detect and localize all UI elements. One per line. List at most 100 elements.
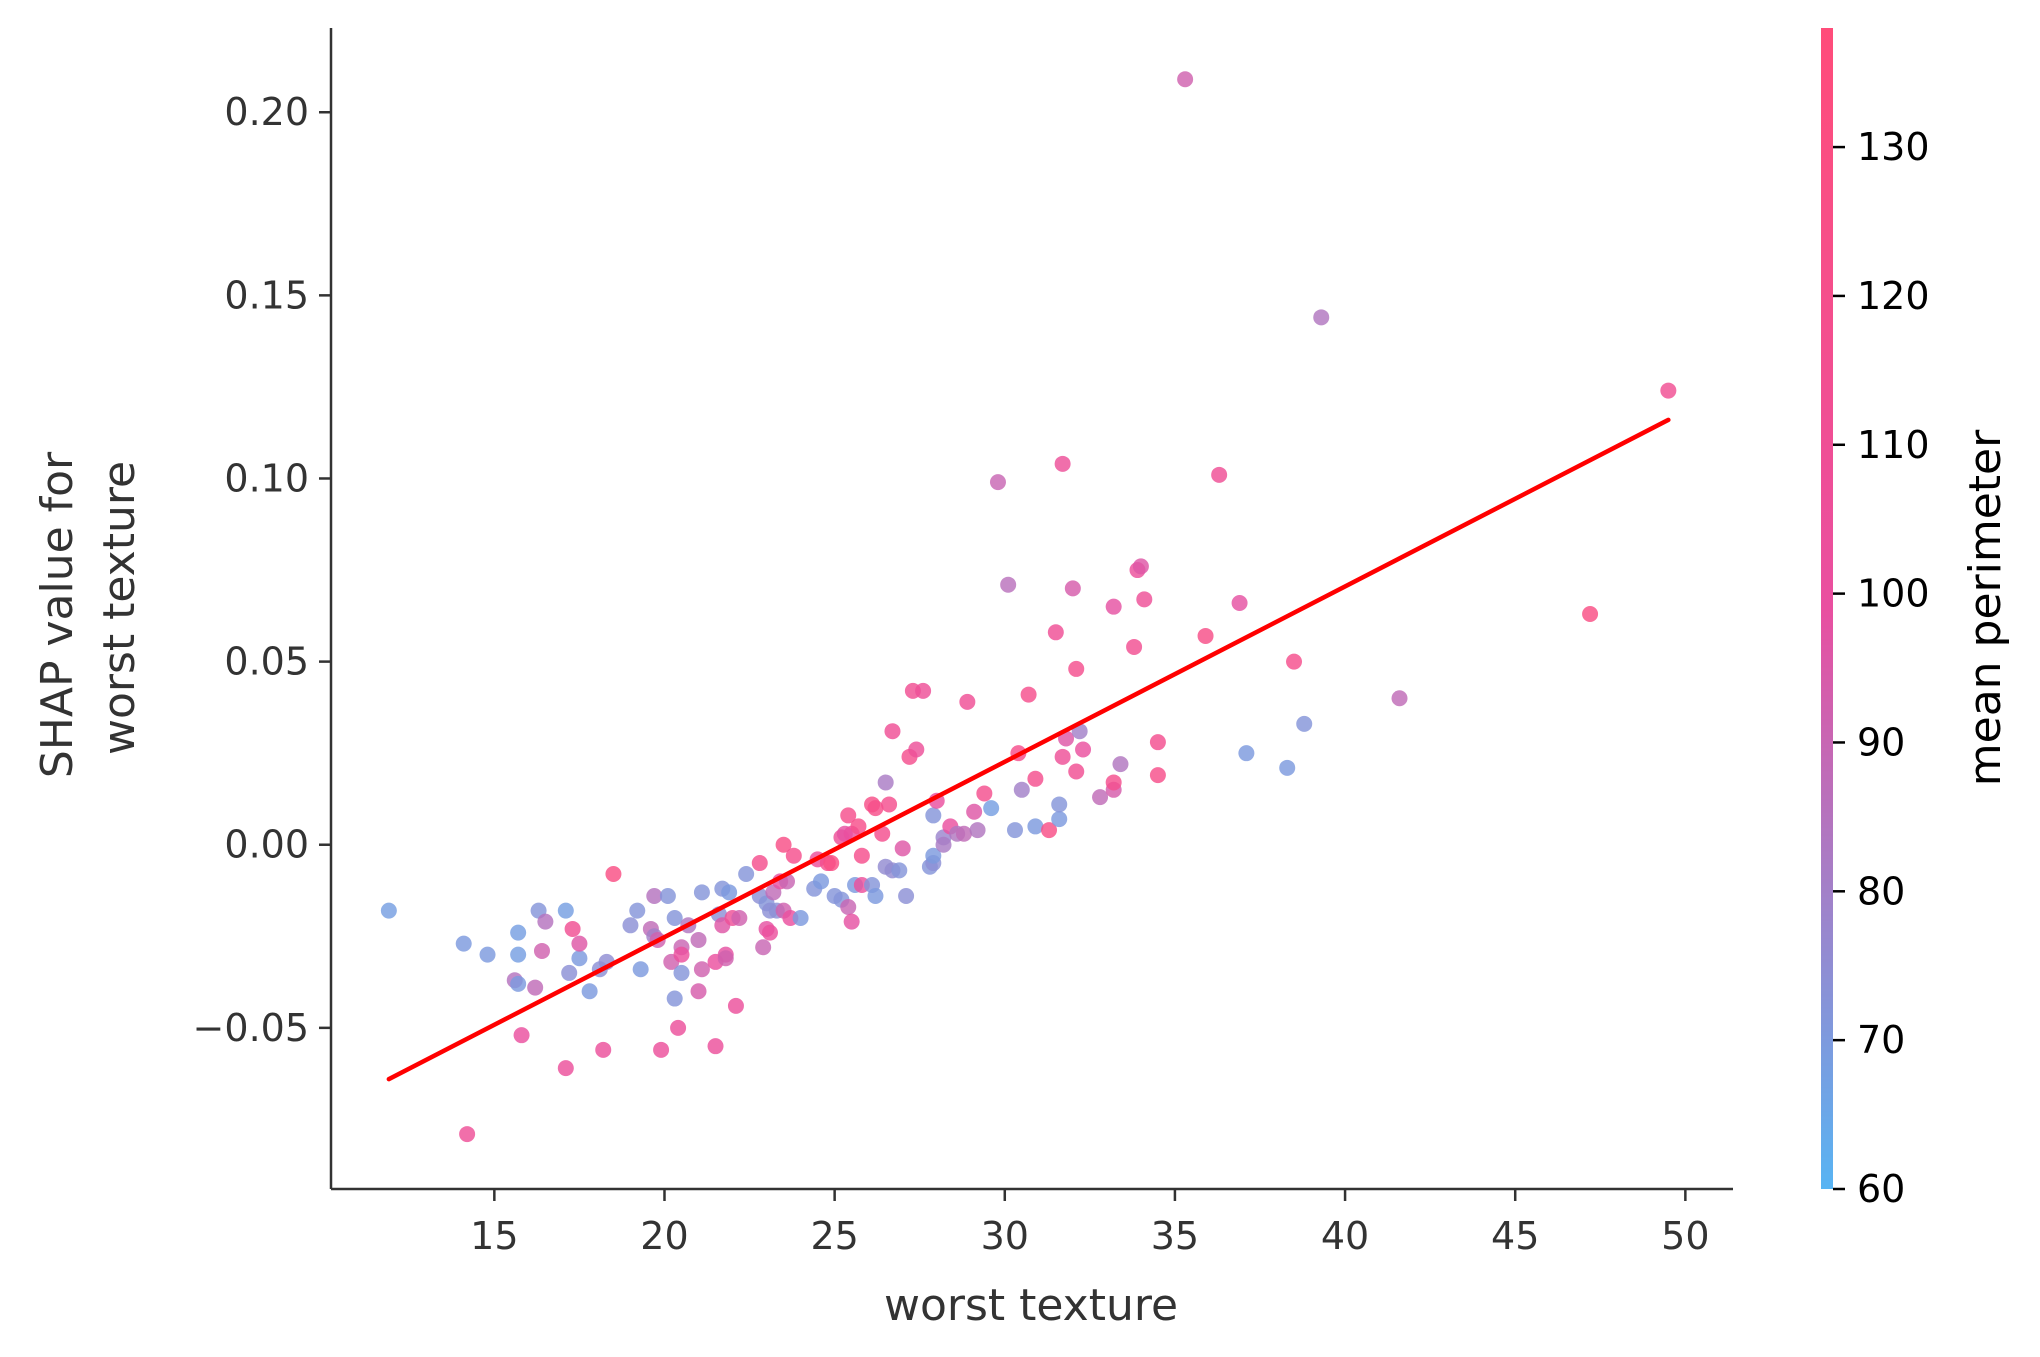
scatter-point xyxy=(867,888,884,905)
scatter-point xyxy=(1075,741,1092,758)
colorbar-tick-label: 80 xyxy=(1857,869,1905,913)
scatter-point xyxy=(646,888,663,905)
scatter-point xyxy=(1051,796,1068,813)
scatter-point xyxy=(1136,591,1153,608)
x-tick-label: 35 xyxy=(1151,1214,1199,1258)
scatter-point xyxy=(510,946,527,963)
scatter-point xyxy=(537,913,554,930)
scatter-point xyxy=(877,774,894,791)
scatter-point xyxy=(533,942,550,959)
scatter-point xyxy=(884,723,901,740)
scatter-point xyxy=(874,825,891,842)
scatter-point xyxy=(670,1019,687,1036)
scatter-point xyxy=(707,1038,724,1055)
scatter-point xyxy=(1027,818,1044,835)
scatter-point xyxy=(966,803,983,820)
scatter-point xyxy=(751,855,768,872)
scatter-point xyxy=(1047,624,1064,641)
scatter-point xyxy=(727,997,744,1014)
x-tick-label: 50 xyxy=(1661,1214,1709,1258)
colorbar-tick-label: 100 xyxy=(1857,572,1930,616)
x-tick-label: 25 xyxy=(810,1214,858,1258)
colorbar-tick-label: 110 xyxy=(1857,423,1930,467)
scatter-point xyxy=(605,866,622,883)
trend-line xyxy=(386,417,1671,1082)
scatter-point xyxy=(629,902,646,919)
scatter-point xyxy=(1211,466,1228,483)
scatter-point xyxy=(1582,605,1599,622)
scatter-point xyxy=(1054,748,1071,765)
scatter-point xyxy=(1092,789,1109,806)
scatter-point xyxy=(564,920,581,937)
scatter-point xyxy=(983,800,1000,817)
scatter-point xyxy=(761,924,778,941)
x-tick-label: 45 xyxy=(1491,1214,1539,1258)
scatter-point xyxy=(510,924,527,941)
scatter-point xyxy=(571,950,588,967)
scatter-point xyxy=(1126,638,1143,655)
scatter-point xyxy=(690,983,707,1000)
x-axis-label: worst texture xyxy=(884,1280,1178,1331)
scatter-point xyxy=(380,902,397,919)
scatter-point xyxy=(925,807,942,824)
scatter-point xyxy=(1177,71,1194,88)
x-ticks: 15 20 25 30 35 40 45 50 xyxy=(470,1189,1710,1258)
scatter-point xyxy=(755,939,772,956)
scatter-point xyxy=(1068,660,1085,677)
scatter-point xyxy=(731,909,748,926)
y-tick-label: 0.10 xyxy=(224,456,309,500)
colorbar xyxy=(1821,28,1833,1189)
scatter-point xyxy=(908,741,925,758)
scatter-point xyxy=(557,1060,574,1077)
scatter-point xyxy=(690,931,707,948)
scatter-point xyxy=(1013,781,1030,798)
scatter-point xyxy=(792,909,809,926)
y-axis-label: SHAP value for worst texture xyxy=(32,438,145,778)
scatter-point xyxy=(867,800,884,817)
scatter-point xyxy=(693,884,710,901)
x-tick-label: 30 xyxy=(981,1214,1029,1258)
scatter-point xyxy=(1231,595,1248,612)
scatter-point xyxy=(881,796,898,813)
scatter-point xyxy=(571,935,588,952)
scatter-point xyxy=(969,822,986,839)
scatter-point xyxy=(959,693,976,710)
scatter-point xyxy=(1391,690,1408,707)
axes xyxy=(329,28,1733,1191)
scatter-point xyxy=(459,1126,476,1143)
scatter-point xyxy=(785,847,802,864)
y-tick-label: 0.05 xyxy=(224,640,309,684)
scatter-point xyxy=(693,961,710,978)
colorbar-tick-label: 70 xyxy=(1857,1018,1905,1062)
colorbar-tick-label: 90 xyxy=(1857,720,1905,764)
scatter-point xyxy=(1000,576,1017,593)
y-axis-label-line-2: worst texture xyxy=(94,461,145,755)
scatter-point xyxy=(673,946,690,963)
scatter-point xyxy=(622,917,639,934)
scatter-point xyxy=(1149,767,1166,784)
scatter-point xyxy=(673,964,690,981)
y-tick-label: 0.20 xyxy=(224,90,309,134)
y-tick-label: 0.15 xyxy=(224,273,309,317)
scatter-point xyxy=(479,946,496,963)
scatter-point xyxy=(717,950,734,967)
scatter-point xyxy=(1105,598,1122,615)
scatter-point xyxy=(557,902,574,919)
scatter-point xyxy=(989,474,1006,491)
scatter-point xyxy=(1286,653,1303,670)
scatter-point xyxy=(1279,759,1296,776)
y-tick-label: −0.05 xyxy=(193,1006,309,1050)
scatter-point xyxy=(632,961,649,978)
scatter-point xyxy=(898,888,915,905)
scatter-point xyxy=(653,1041,670,1058)
colorbar-tick-label: 130 xyxy=(1857,125,1930,169)
y-tick-label: 0.00 xyxy=(224,823,309,867)
scatter-point xyxy=(850,818,867,835)
scatter-point xyxy=(659,888,676,905)
colorbar-label: mean perimeter xyxy=(1960,429,2011,786)
scatter-point xyxy=(738,866,755,883)
scatter-point xyxy=(853,847,870,864)
scatter-point xyxy=(1197,627,1214,644)
scatter-point xyxy=(955,825,972,842)
